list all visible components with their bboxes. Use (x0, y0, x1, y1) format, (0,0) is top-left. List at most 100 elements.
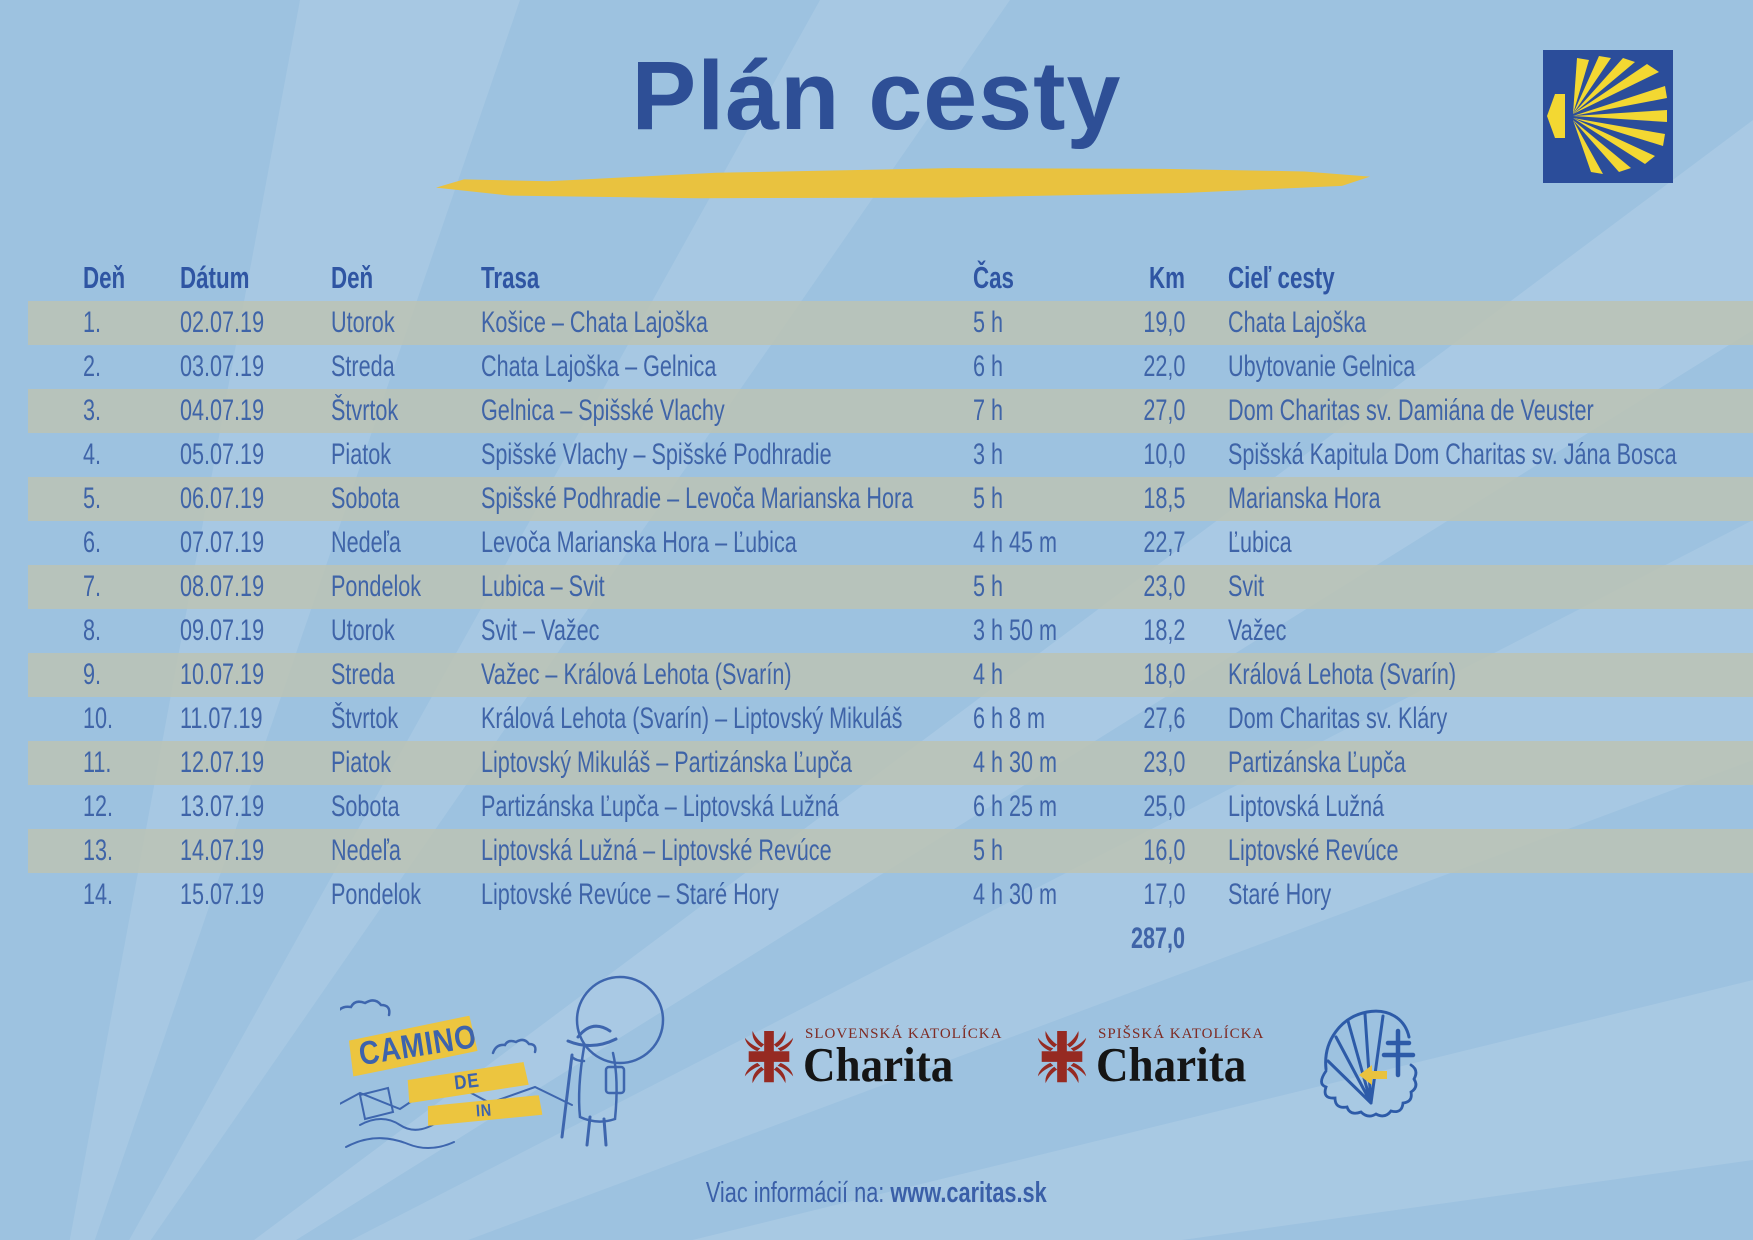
cell-num: 13. (83, 834, 114, 867)
cell-dest: Svit (1228, 570, 1265, 603)
cell-dest: Chata Lajoška (1228, 306, 1367, 339)
footer: Viac informácií na: www.caritas.sk (0, 1176, 1753, 1210)
map-sketch (358, 1086, 395, 1121)
pilgrim-sketch (560, 1024, 626, 1147)
cell-day: Pondelok (331, 570, 422, 603)
col-header-km: Km (1149, 260, 1185, 295)
cell-route: Levoča Marianska Hora – Ľubica (481, 526, 797, 559)
table-row: 1. 02.07.19 Utorok Košice – Chata Lajoška 5 … (28, 301, 1753, 345)
cell-dest: Králová Lehota (Svarín) (1228, 658, 1457, 691)
itinerary-table: Deň Dátum Deň Trasa Čas Km Cieľ cesty 1.… (0, 255, 1753, 961)
col-header-day-number: Deň (83, 260, 126, 295)
table-row: 13. 14.07.19 Nedeľa Liptovská Lužná – Lipto… (28, 829, 1753, 873)
cell-km: 25,0 (1142, 790, 1185, 823)
total-row: 287,0 (28, 917, 1753, 961)
cell-route: Liptovské Revúce – Staré Hory (481, 878, 779, 911)
cell-time: 5 h (973, 482, 1004, 515)
cell-day: Streda (331, 350, 395, 383)
cell-dest: Ubytovanie Gelnica (1228, 350, 1416, 383)
cell-day: Nedeľa (331, 834, 401, 867)
cell-num: 8. (83, 614, 102, 647)
cell-date: 13.07.19 (180, 790, 265, 823)
cell-num: 11. (83, 746, 112, 779)
charita-subtitle: SPIŠSKÁ KATOLÍCKA (1098, 1026, 1265, 1042)
camino-waymark-icon (1543, 50, 1673, 183)
cell-dest: Ľubica (1228, 526, 1292, 559)
cell-km: 27,6 (1142, 702, 1185, 735)
cell-km: 23,0 (1142, 746, 1185, 779)
cell-day: Nedeľa (331, 526, 401, 559)
cell-date: 09.07.19 (180, 614, 265, 647)
cell-num: 10. (83, 702, 114, 735)
table-header-row: Deň Dátum Deň Trasa Čas Km Cieľ cesty (28, 255, 1753, 301)
itinerary-rows: 1. 02.07.19 Utorok Košice – Chata Lajoška 5 … (0, 301, 1753, 917)
charita-slovenska-logo: SLOVENSKÁ KATOLÍCKA Charita (740, 1026, 1001, 1092)
cell-time: 5 h (973, 306, 1004, 339)
table-row: 14. 15.07.19 Pondelok Liptovské Revúce – St… (28, 873, 1753, 917)
table-row: 5. 06.07.19 Sobota Spišské Podhradie – Levo… (28, 477, 1753, 521)
cell-day: Utorok (331, 614, 395, 647)
cell-dest: Važec (1228, 614, 1287, 647)
cell-num: 4. (83, 438, 102, 471)
title-underline-brush (436, 162, 1370, 202)
cell-dest: Spišská Kapitula Dom Charitas sv. Jána B… (1228, 438, 1677, 471)
cell-date: 02.07.19 (180, 306, 265, 339)
charita-name: Charita (803, 1037, 954, 1092)
col-header-time: Čas (973, 260, 1014, 295)
cell-day: Štvrtok (331, 702, 399, 735)
cell-date: 07.07.19 (180, 526, 265, 559)
cell-date: 03.07.19 (180, 350, 265, 383)
cell-day: Štvrtok (331, 394, 399, 427)
footer-url: www.caritas.sk (890, 1177, 1047, 1209)
cell-dest: Partizánska Ľupča (1228, 746, 1406, 779)
page-title-text: Plán cesty (631, 41, 1122, 150)
cell-date: 14.07.19 (180, 834, 265, 867)
cell-day: Sobota (331, 482, 400, 515)
caritas-cross-icon (1037, 1030, 1087, 1084)
sun-sketch (575, 975, 665, 1065)
table-row: 4. 05.07.19 Piatok Spišské Vlachy – Spišské… (28, 433, 1753, 477)
table-row: 11. 12.07.19 Piatok Liptovský Mikuláš – Par… (28, 741, 1753, 785)
cell-day: Pondelok (331, 878, 422, 911)
cell-km: 18,5 (1142, 482, 1185, 515)
cell-time: 6 h (973, 350, 1004, 383)
cell-time: 6 h 25 m (973, 790, 1058, 823)
cell-route: Partizánska Ľupča – Liptovská Lužná (481, 790, 839, 823)
table-row: 3. 04.07.19 Štvrtok Gelnica – Spišské Vlach… (28, 389, 1753, 433)
table-row: 12. 13.07.19 Sobota Partizánska Ľupča – Lip… (28, 785, 1753, 829)
cell-route: Králová Lehota (Svarín) – Liptovský Miku… (481, 702, 903, 735)
cell-day: Streda (331, 658, 395, 691)
charita-name: Charita (1096, 1037, 1247, 1092)
cell-time: 4 h 45 m (973, 526, 1058, 559)
cloud-icon (340, 999, 391, 1017)
cell-km: 16,0 (1142, 834, 1185, 867)
cell-route: Košice – Chata Lajoška (481, 306, 708, 339)
cell-km: 22,0 (1142, 350, 1185, 383)
cell-dest: Liptovská Lužná (1228, 790, 1385, 823)
cell-time: 6 h 8 m (973, 702, 1046, 735)
cell-date: 11.07.19 (180, 702, 263, 735)
col-header-date: Dátum (180, 260, 250, 295)
cell-num: 3. (83, 394, 102, 427)
cell-num: 6. (83, 526, 102, 559)
cell-date: 12.07.19 (180, 746, 265, 779)
cell-date: 10.07.19 (180, 658, 265, 691)
cell-date: 04.07.19 (180, 394, 265, 427)
yellow-arrow-icon (1359, 1065, 1387, 1085)
cell-day: Piatok (331, 438, 392, 471)
cell-route: Chata Lajoška – Gelnica (481, 350, 717, 383)
cell-route: Liptovský Mikuláš – Partizánska Ľupča (481, 746, 852, 779)
col-header-destination: Cieľ cesty (1228, 260, 1335, 295)
cell-time: 7 h (973, 394, 1004, 427)
cell-num: 5. (83, 482, 102, 515)
cell-num: 2. (83, 350, 102, 383)
cell-km: 10,0 (1142, 438, 1185, 471)
cell-km: 19,0 (1142, 306, 1185, 339)
cell-num: 14. (83, 878, 114, 911)
cell-num: 1. (83, 306, 102, 339)
cell-time: 3 h (973, 438, 1004, 471)
charita-subtitle: SLOVENSKÁ KATOLÍCKA (805, 1026, 1003, 1042)
table-row: 2. 03.07.19 Streda Chata Lajoška – Gelnica 6… (28, 345, 1753, 389)
cell-num: 7. (83, 570, 102, 603)
